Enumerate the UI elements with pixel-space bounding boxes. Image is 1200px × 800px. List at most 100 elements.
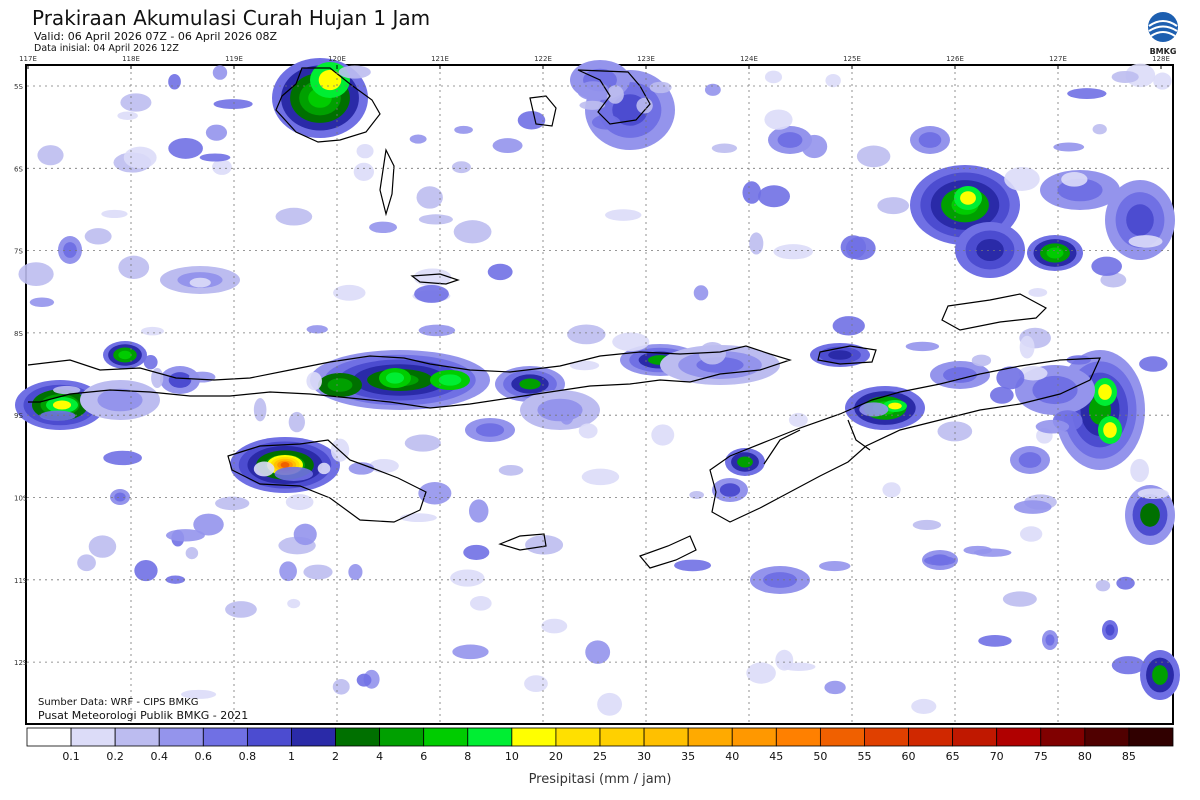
rain-speckle — [450, 569, 485, 587]
legend-tick-label: 35 — [681, 750, 695, 763]
rain-speckle — [117, 111, 138, 120]
latitude-label: 8S — [14, 330, 23, 338]
rain-speckle — [275, 207, 313, 226]
rain-speckle — [1035, 419, 1070, 434]
rain-speckle — [288, 411, 305, 433]
rain-speckle — [348, 564, 363, 580]
rain-speckle — [1004, 167, 1040, 191]
longitude-label: 121E — [431, 55, 449, 63]
longitude-label: 118E — [122, 55, 140, 63]
legend-colorbar — [26, 727, 1174, 747]
legend-tick-label: 75 — [1034, 750, 1048, 763]
rain-speckle — [487, 263, 513, 281]
rain-cell — [318, 69, 342, 91]
rain-speckle — [120, 93, 152, 112]
rain-speckle — [541, 618, 568, 634]
rain-speckle — [636, 97, 653, 114]
legend-tick-label: 25 — [593, 750, 607, 763]
rain-speckle — [746, 662, 776, 684]
rain-layer — [15, 58, 1180, 716]
rain-speckle — [103, 450, 142, 466]
coastline-buton — [379, 148, 395, 217]
rain-cell — [1098, 384, 1112, 400]
rain-cell — [114, 492, 126, 502]
legend-tick-label: 0.2 — [106, 750, 124, 763]
rain-speckle — [404, 434, 441, 452]
longitude-label: 120E — [328, 55, 346, 63]
rain-speckle — [453, 220, 492, 244]
rain-speckle — [317, 462, 331, 475]
rain-speckle — [205, 124, 228, 141]
rain-cell — [960, 191, 976, 205]
rain-cell — [976, 238, 1004, 262]
rain-speckle — [578, 423, 598, 439]
rain-speckle — [758, 185, 790, 208]
coastline-sulawesi-south — [275, 67, 381, 143]
legend-swatch — [423, 727, 469, 747]
rain-speckle — [454, 125, 473, 134]
rain-speckle — [606, 85, 624, 104]
longitude-labels: 117E 118E 119E 120E 121E 122E 123E 124E 125E 126E… — [19, 55, 1170, 69]
rain-speckle — [1111, 70, 1139, 83]
rain-speckle — [612, 332, 650, 352]
rain-speckle — [134, 559, 158, 582]
rain-cell — [1126, 204, 1154, 236]
latitude-label: 12S — [14, 659, 28, 667]
rain-speckle — [1002, 591, 1037, 607]
rain-speckle — [1130, 458, 1149, 483]
rain-speckle — [369, 221, 398, 234]
legend-swatch — [246, 727, 292, 747]
rain-speckle — [742, 181, 762, 204]
rain-speckle — [856, 145, 891, 168]
rain-speckle — [1100, 272, 1127, 288]
rain-speckle — [492, 138, 523, 154]
latitude-label: 5S — [14, 83, 23, 91]
legend-tick-label: 50 — [813, 750, 827, 763]
rain-speckle — [581, 468, 620, 486]
legend-tick-label: 20 — [549, 750, 563, 763]
legend-swatch — [335, 727, 381, 747]
rain-speckle — [788, 412, 808, 427]
legend-swatch — [643, 727, 689, 747]
legend-tick-label: 8 — [464, 750, 471, 763]
rain-speckle — [279, 561, 297, 582]
legend-swatch — [467, 727, 513, 747]
latitude-label: 7S — [14, 248, 23, 256]
rain-speckle — [409, 134, 427, 144]
rain-cell — [519, 378, 541, 390]
rain-speckle — [832, 316, 865, 336]
longitude-label: 124E — [740, 55, 758, 63]
legend-tick-label: 10 — [505, 750, 519, 763]
rain-speckle — [168, 138, 203, 159]
legend-swatch — [731, 727, 777, 747]
data-source: Sumber Data: WRF - CIPS BMKG — [38, 697, 199, 708]
legend-swatch — [511, 727, 557, 747]
legend-tick-label: 0.8 — [239, 750, 257, 763]
rain-speckle — [577, 81, 609, 101]
latitude-label: 10S — [14, 495, 28, 503]
longitude-label: 123E — [637, 55, 655, 63]
latitude-label: 6S — [14, 165, 23, 173]
rain-speckle — [101, 209, 128, 219]
rain-cell — [1045, 634, 1055, 646]
rain-speckle — [1116, 576, 1135, 590]
rain-cell — [168, 372, 192, 388]
rain-speckle — [825, 73, 841, 88]
legend-swatch — [1128, 727, 1174, 747]
rain-cell — [1032, 375, 1078, 405]
rain-speckle — [414, 285, 449, 303]
rain-speckle — [1153, 72, 1172, 90]
rain-speckle — [213, 99, 253, 110]
valid-period: Valid: 06 April 2026 07Z - 06 April 2026… — [34, 30, 277, 43]
rain-speckle — [287, 598, 301, 609]
coastline-layer — [27, 67, 1101, 569]
rain-cell — [385, 372, 405, 384]
legend-unit-label: Presipitasi (mm / jam) — [528, 772, 672, 787]
rain-speckle — [1095, 579, 1111, 592]
legend-swatch — [819, 727, 865, 747]
rain-speckle — [525, 535, 564, 555]
rain-speckle — [400, 513, 437, 523]
rain-speckle — [369, 458, 399, 473]
legend-tick-label: 0.4 — [150, 750, 168, 763]
